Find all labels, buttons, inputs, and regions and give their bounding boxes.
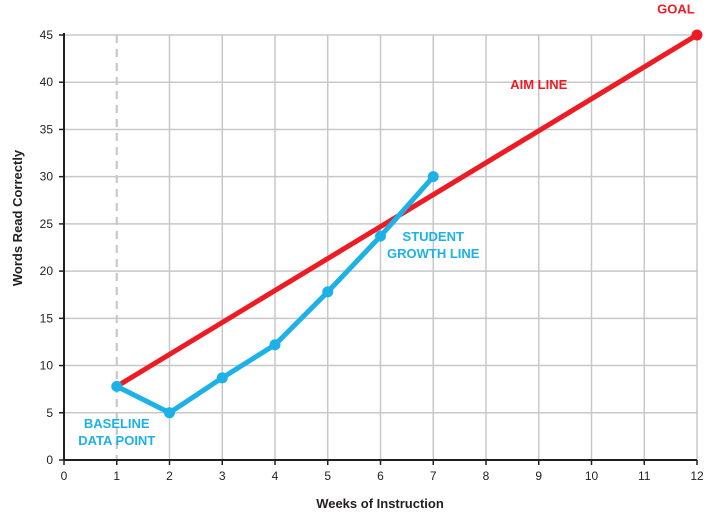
series-layer	[111, 29, 703, 419]
x-tick-label: 11	[638, 469, 651, 483]
series-label: AIM LINE	[510, 77, 567, 92]
grid	[64, 34, 698, 460]
y-tick-label: 10	[40, 359, 54, 373]
y-tick-label: 45	[40, 28, 54, 42]
series-line-0	[114, 32, 700, 389]
y-tick-label: 25	[40, 217, 54, 231]
x-tick-label: 1	[113, 469, 120, 483]
x-tick-label: 4	[272, 469, 279, 483]
series-label: STUDENT	[403, 229, 464, 244]
y-tick-label: 40	[40, 75, 54, 89]
annotation-text: GOAL	[657, 1, 695, 16]
x-tick-label: 7	[430, 469, 437, 483]
x-tick-label: 5	[324, 469, 331, 483]
annotation-text: DATA POINT	[78, 433, 155, 448]
labels-layer: AIM LINE STUDENT GROWTH LINE GOAL BASELINE DA…	[78, 1, 694, 448]
data-point	[269, 339, 281, 351]
data-point	[111, 380, 123, 392]
data-point	[375, 230, 386, 242]
y-tick-label: 5	[46, 406, 53, 420]
y-axis-title: Words Read Correctly	[10, 149, 25, 286]
x-tick-label: 2	[166, 469, 173, 483]
x-tick-label: 10	[585, 469, 599, 483]
data-point	[691, 29, 703, 41]
x-tick-label: 12	[690, 469, 704, 483]
data-point	[322, 286, 334, 298]
y-tick-label: 0	[46, 453, 53, 467]
y-tick-label: 20	[40, 264, 54, 278]
x-tick-label: 9	[535, 469, 542, 483]
x-axis-title: Weeks of Instruction	[316, 496, 444, 511]
y-tick-label: 35	[40, 122, 54, 136]
x-tick-label: 6	[377, 469, 384, 483]
annotation-text: BASELINE	[84, 416, 150, 431]
data-point	[216, 372, 228, 384]
x-tick-label: 8	[483, 469, 490, 483]
y-tick-label: 15	[40, 311, 54, 325]
data-point	[427, 171, 439, 183]
x-tick-label: 0	[61, 469, 68, 483]
y-tick-label: 30	[40, 170, 54, 184]
x-tick-label: 3	[219, 469, 226, 483]
series-label: GROWTH LINE	[387, 246, 480, 261]
data-point	[164, 407, 175, 419]
